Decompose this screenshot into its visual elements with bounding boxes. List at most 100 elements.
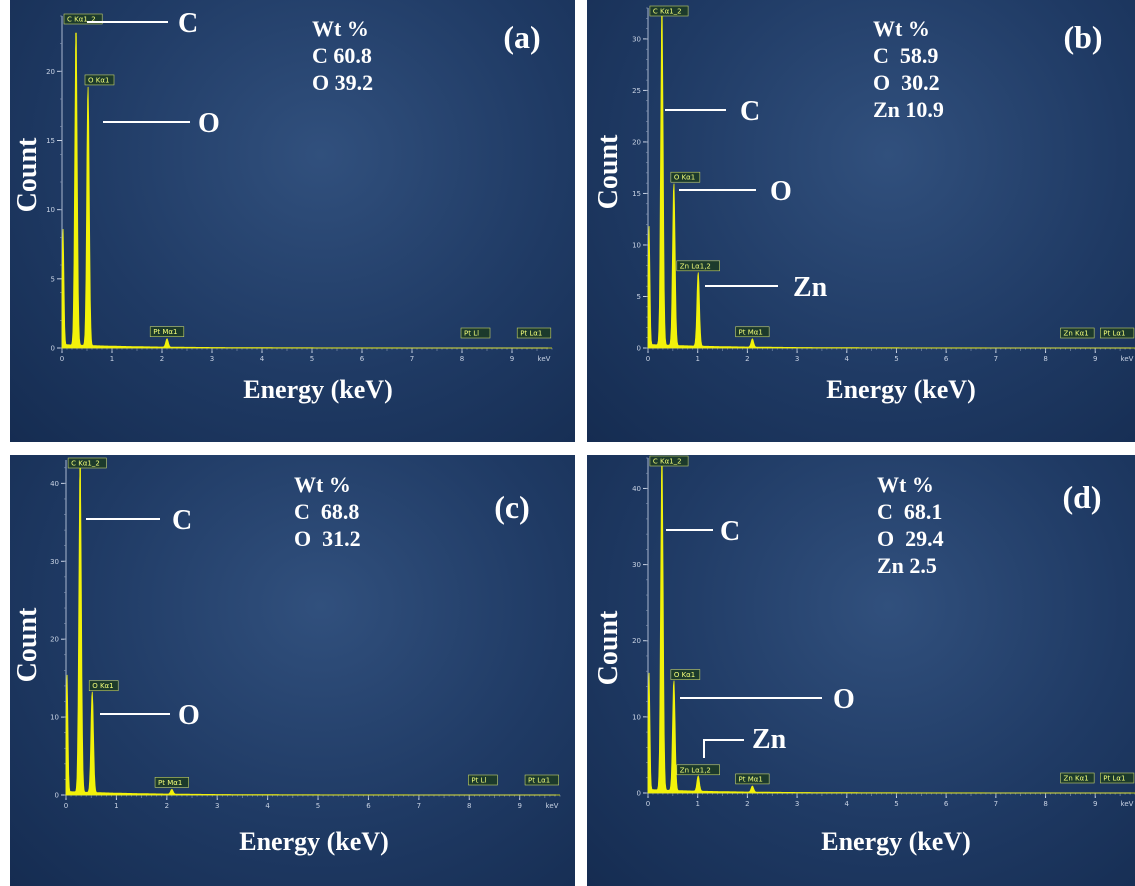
y-tick-label: 0 [637, 345, 641, 353]
plot-area: 0 10 20 30 40 0 1 2 3 4 5 6 7 8 9 keV C Kα1_2 O Kα1 Pt Mα1… [50, 457, 561, 810]
wt-header: Wt % [294, 472, 351, 497]
y-tick-label: 30 [50, 558, 59, 566]
x-tick-label: 1 [695, 800, 699, 808]
panel-tag: (d) [1062, 479, 1101, 515]
composition-line: C 58.9 [873, 43, 938, 68]
x-unit-label: keV [546, 802, 559, 810]
x-tick-label: 9 [517, 802, 521, 810]
eds-spectrum-a: 0 5 10 15 20 0 1 2 3 4 5 6 7 8 9 keV C Kα1_2 O Kα1 Pt Mα1 P… [12, 8, 553, 404]
y-axis-label: Count [12, 137, 43, 212]
element-label: Zn [752, 724, 787, 755]
x-tick-label: 3 [795, 800, 799, 808]
svg-text:C Kα1_2: C Kα1_2 [653, 8, 682, 16]
y-tick-label: 0 [55, 792, 59, 800]
x-tick-label: 5 [894, 355, 898, 363]
composition-line: O 30.2 [873, 70, 940, 95]
svg-text:O Kα1: O Kα1 [674, 671, 695, 679]
svg-text:C Kα1_2: C Kα1_2 [653, 458, 682, 466]
x-tick-label: 4 [265, 802, 270, 810]
y-tick-label: 40 [632, 485, 641, 493]
composition-line: C 68.8 [294, 499, 359, 524]
peak-label: Zn Kα1 [1060, 327, 1095, 339]
x-tick-label: 4 [260, 355, 265, 363]
y-tick-label: 20 [50, 636, 59, 644]
svg-text:O Kα1: O Kα1 [674, 174, 695, 182]
y-tick-label: 10 [632, 713, 641, 721]
x-tick-label: 0 [64, 802, 68, 810]
svg-text:Zn Lα1,2: Zn Lα1,2 [680, 766, 711, 774]
x-tick-label: 7 [994, 355, 998, 363]
x-axis-label: Energy (keV) [243, 375, 392, 404]
composition-line: O 29.4 [877, 526, 944, 551]
x-tick-label: 8 [467, 802, 471, 810]
x-tick-label: 0 [646, 800, 650, 808]
peak-label: Pt Lα1 [1100, 772, 1135, 784]
eds-panel-d: 0 10 20 30 40 0 1 2 3 4 5 6 7 8 9 keV C Kα1_2 O Kα1 Zn Lα1… [587, 455, 1135, 886]
x-unit-label: keV [1121, 355, 1134, 363]
wt-header: Wt % [877, 472, 934, 497]
svg-text:O Kα1: O Kα1 [92, 682, 113, 690]
peak-label: Zn Lα1,2 [676, 260, 720, 272]
y-axis-label: Count [12, 607, 43, 682]
x-tick-label: 0 [646, 355, 650, 363]
composition-line: Zn 2.5 [877, 553, 937, 578]
x-tick-label: 4 [845, 800, 850, 808]
svg-text:Pt Ll: Pt Ll [471, 777, 486, 785]
eds-panel-c: 0 10 20 30 40 0 1 2 3 4 5 6 7 8 9 keV C Kα1_2 O Kα1 Pt Mα1… [10, 455, 575, 886]
plot-area: 0 5 10 15 20 25 30 0 1 2 3 4 5 6 7 8 9 keV C Kα1_2 O Kα1 Zn … [632, 5, 1135, 363]
x-unit-label: keV [1121, 800, 1134, 808]
composition-line: C 68.1 [877, 499, 942, 524]
x-unit-label: keV [538, 355, 551, 363]
x-tick-label: 8 [1043, 800, 1047, 808]
composition-line: O 31.2 [294, 526, 361, 551]
callout-line [703, 739, 744, 758]
peak-label: Pt Lα1 [524, 774, 559, 786]
x-tick-label: 2 [165, 802, 169, 810]
x-tick-label: 5 [310, 355, 314, 363]
plot-area: 0 10 20 30 40 0 1 2 3 4 5 6 7 8 9 keV C Kα1_2 O Kα1 Zn Lα1… [632, 455, 1135, 808]
y-tick-label: 15 [46, 137, 55, 145]
element-label: O [198, 108, 220, 139]
spectrum-area [647, 17, 1135, 349]
panel-tag: (a) [503, 19, 540, 55]
x-tick-label: 1 [695, 355, 699, 363]
x-tick-label: 3 [215, 802, 219, 810]
y-tick-label: 10 [50, 714, 59, 722]
svg-text:Pt Mα1: Pt Mα1 [153, 328, 177, 336]
x-tick-label: 1 [110, 355, 114, 363]
x-tick-label: 2 [745, 800, 749, 808]
x-tick-label: 1 [114, 802, 118, 810]
svg-text:C Kα1_2: C Kα1_2 [67, 16, 96, 24]
panel-tag: (b) [1063, 19, 1102, 55]
peak-label: O Kα1 [88, 680, 119, 692]
x-tick-label: 7 [994, 800, 998, 808]
x-axis-label: Energy (keV) [826, 375, 975, 404]
x-tick-label: 6 [944, 800, 949, 808]
svg-text:Pt Mα1: Pt Mα1 [158, 779, 182, 787]
spectrum-area [65, 467, 560, 796]
peak-label: Pt Ll [468, 774, 498, 786]
peak-label: Pt Mα1 [154, 777, 189, 788]
svg-text:Pt Lα1: Pt Lα1 [528, 777, 550, 785]
element-label: Zn [793, 272, 828, 303]
peak-label: Pt Mα1 [735, 326, 770, 338]
element-label: C [172, 505, 192, 536]
y-tick-label: 5 [637, 293, 641, 301]
svg-text:Pt Lα1: Pt Lα1 [520, 330, 542, 338]
svg-text:Pt Mα1: Pt Mα1 [739, 328, 763, 336]
element-label: O [770, 176, 792, 207]
svg-text:Pt Mα1: Pt Mα1 [739, 775, 763, 783]
eds-panel-b: 0 5 10 15 20 25 30 0 1 2 3 4 5 6 7 8 9 keV C Kα1_2 O Kα1 Zn … [587, 0, 1135, 442]
x-tick-label: 7 [410, 355, 414, 363]
y-tick-label: 20 [46, 68, 55, 76]
y-tick-label: 40 [50, 480, 59, 488]
wt-header: Wt % [873, 16, 930, 41]
svg-text:Zn Kα1: Zn Kα1 [1064, 775, 1089, 783]
peak-label: C Kα1_2 [67, 457, 107, 469]
x-tick-label: 2 [745, 355, 749, 363]
eds-spectrum-c: 0 10 20 30 40 0 1 2 3 4 5 6 7 8 9 keV C Kα1_2 O Kα1 Pt Mα1… [12, 457, 561, 856]
peak-label: Zn Kα1 [1060, 772, 1095, 784]
svg-text:C Kα1_2: C Kα1_2 [71, 460, 100, 468]
peak-label: C Kα1_2 [63, 13, 103, 25]
element-label: C [178, 8, 198, 39]
